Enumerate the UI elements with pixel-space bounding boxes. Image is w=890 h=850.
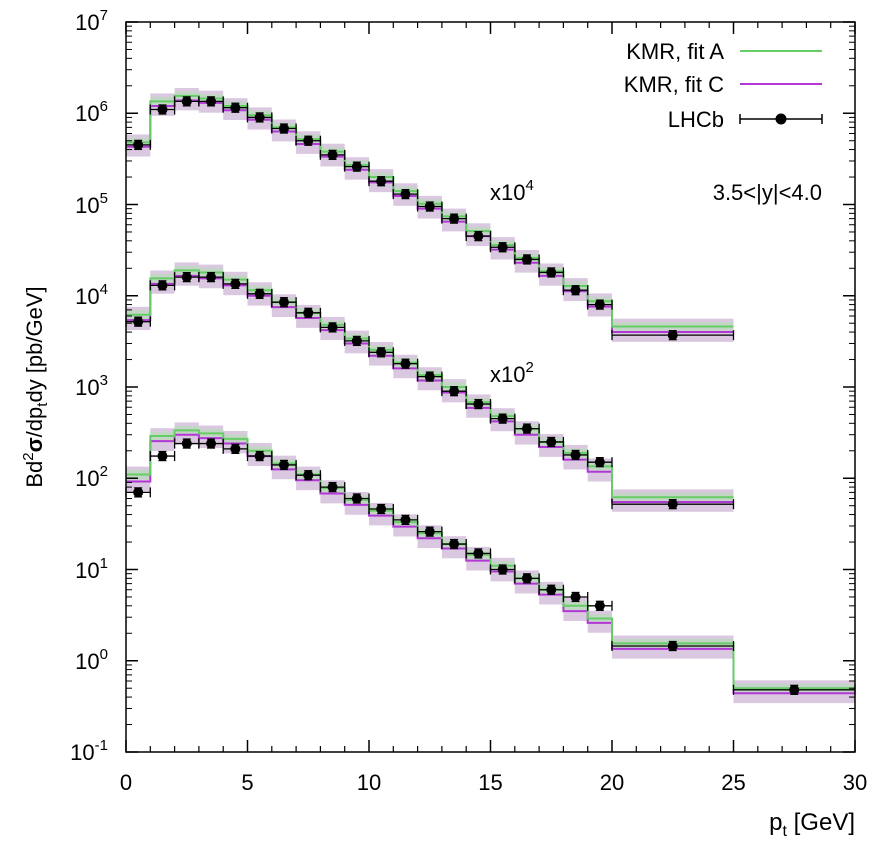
- lhcb-point: [351, 335, 362, 346]
- rapidity-label: 3.5<|y|<4.0: [713, 180, 822, 205]
- x-tick-labels: 0 5 10 15 20 25 30: [120, 770, 867, 795]
- lhcb-point: [594, 457, 605, 468]
- lhcb-point: [546, 267, 557, 278]
- lhcb-point: [133, 316, 144, 327]
- lhcb-point: [449, 386, 460, 397]
- lhcb-point: [424, 371, 435, 382]
- lhcb-point: [206, 272, 217, 283]
- lhcb-point: [254, 451, 265, 462]
- lhcb-point: [327, 149, 338, 160]
- lhcb-point: [376, 504, 387, 515]
- lhcb-point: [667, 499, 678, 510]
- x-tick-label: 25: [721, 770, 745, 795]
- lhcb-point: [303, 307, 314, 318]
- lhcb-point: [351, 161, 362, 172]
- lhcb-point: [181, 96, 192, 107]
- lhcb-point: [303, 470, 314, 481]
- x-tick-label: 20: [600, 770, 624, 795]
- fit-a-histogram-x1: [126, 429, 855, 690]
- legend-label-lhcb: LHCb: [668, 107, 724, 132]
- lhcb-point: [230, 278, 241, 289]
- lhcb-point: [351, 493, 362, 504]
- lhcb-point: [133, 487, 144, 498]
- lhcb-point: [424, 526, 435, 537]
- lhcb-point: [254, 112, 265, 123]
- lhcb-point: [303, 135, 314, 146]
- y-tick-labels: 10-1 100 101 102 103 104 105 106 107: [70, 7, 108, 765]
- lhcb-point: [206, 96, 217, 107]
- lhcb-point: [181, 438, 192, 449]
- lhcb-point: [594, 600, 605, 611]
- legend-label-fit-c: KMR, fit C: [624, 72, 724, 97]
- lhcb-point: [570, 591, 581, 602]
- plot-frame: [125, 21, 856, 753]
- lhcb-point: [157, 280, 168, 291]
- lhcb-point: [254, 288, 265, 299]
- lhcb-point: [667, 641, 678, 652]
- y-tick-label: 101: [75, 555, 108, 583]
- y-tick-label: 100: [75, 646, 108, 674]
- lhcb-point: [327, 322, 338, 333]
- y-tick-label: 106: [75, 98, 108, 126]
- lhcb-point: [278, 123, 289, 134]
- lhcb-point: [400, 514, 411, 525]
- y-tick-label: 104: [75, 281, 108, 309]
- lhcb-point: [521, 423, 532, 434]
- y-tick-label: 107: [75, 7, 108, 35]
- x-axis-title: pt [GeV]: [769, 809, 855, 840]
- x-tick-label: 30: [843, 770, 867, 795]
- lhcb-point: [449, 539, 460, 550]
- lhcb-point: [157, 451, 168, 462]
- axis-ticks: [125, 21, 856, 753]
- legend-swatch-lhcb: [739, 113, 823, 125]
- lhcb-point: [521, 254, 532, 265]
- lhcb-point: [376, 176, 387, 187]
- lhcb-point: [449, 213, 460, 224]
- y-tick-label: 105: [75, 190, 108, 218]
- x-tick-label: 10: [357, 770, 381, 795]
- lhcb-point: [206, 438, 217, 449]
- y-tick-label: 10-1: [70, 737, 108, 765]
- lhcb-point: [327, 482, 338, 493]
- lhcb-point: [376, 347, 387, 358]
- lhcb-point: [424, 201, 435, 212]
- lhcb-point: [789, 684, 800, 695]
- x-tick-label: 5: [241, 770, 253, 795]
- lhcb-point: [133, 139, 144, 150]
- lhcb-point: [157, 104, 168, 115]
- lhcb-point: [473, 231, 484, 242]
- lhcb-point: [497, 242, 508, 253]
- lhcb-point: [497, 413, 508, 424]
- x-tick-label: 15: [478, 770, 502, 795]
- lhcb-point: [546, 436, 557, 447]
- lhcb-point: [521, 573, 532, 584]
- scale-label-x10-2: x102: [490, 359, 534, 387]
- legend-label-fit-a: KMR, fit A: [626, 39, 724, 64]
- lhcb-point: [278, 297, 289, 308]
- lhcb-point: [278, 459, 289, 470]
- lhcb-point: [473, 548, 484, 559]
- lhcb-point: [400, 189, 411, 200]
- lhcb-point: [230, 443, 241, 454]
- lhcb-point: [400, 358, 411, 369]
- y-tick-label: 103: [75, 372, 108, 400]
- lhcb-point: [546, 584, 557, 595]
- lhcb-point: [570, 449, 581, 460]
- lhcb-point: [230, 102, 241, 113]
- lhcb-point: [473, 399, 484, 410]
- x-tick-label: 0: [120, 770, 132, 795]
- y-axis-title: Bd2σ/dptdy [pb/GeV]: [20, 286, 51, 487]
- lhcb-point: [497, 564, 508, 575]
- legend: KMR, fit A KMR, fit C LHCb: [624, 39, 823, 132]
- scale-label-x10-4: x104: [490, 177, 534, 205]
- y-tick-label: 102: [75, 463, 108, 491]
- lhcb-point: [667, 330, 678, 341]
- lhcb-point: [570, 285, 581, 296]
- lhcb-point: [594, 299, 605, 310]
- lhcb-point: [181, 272, 192, 283]
